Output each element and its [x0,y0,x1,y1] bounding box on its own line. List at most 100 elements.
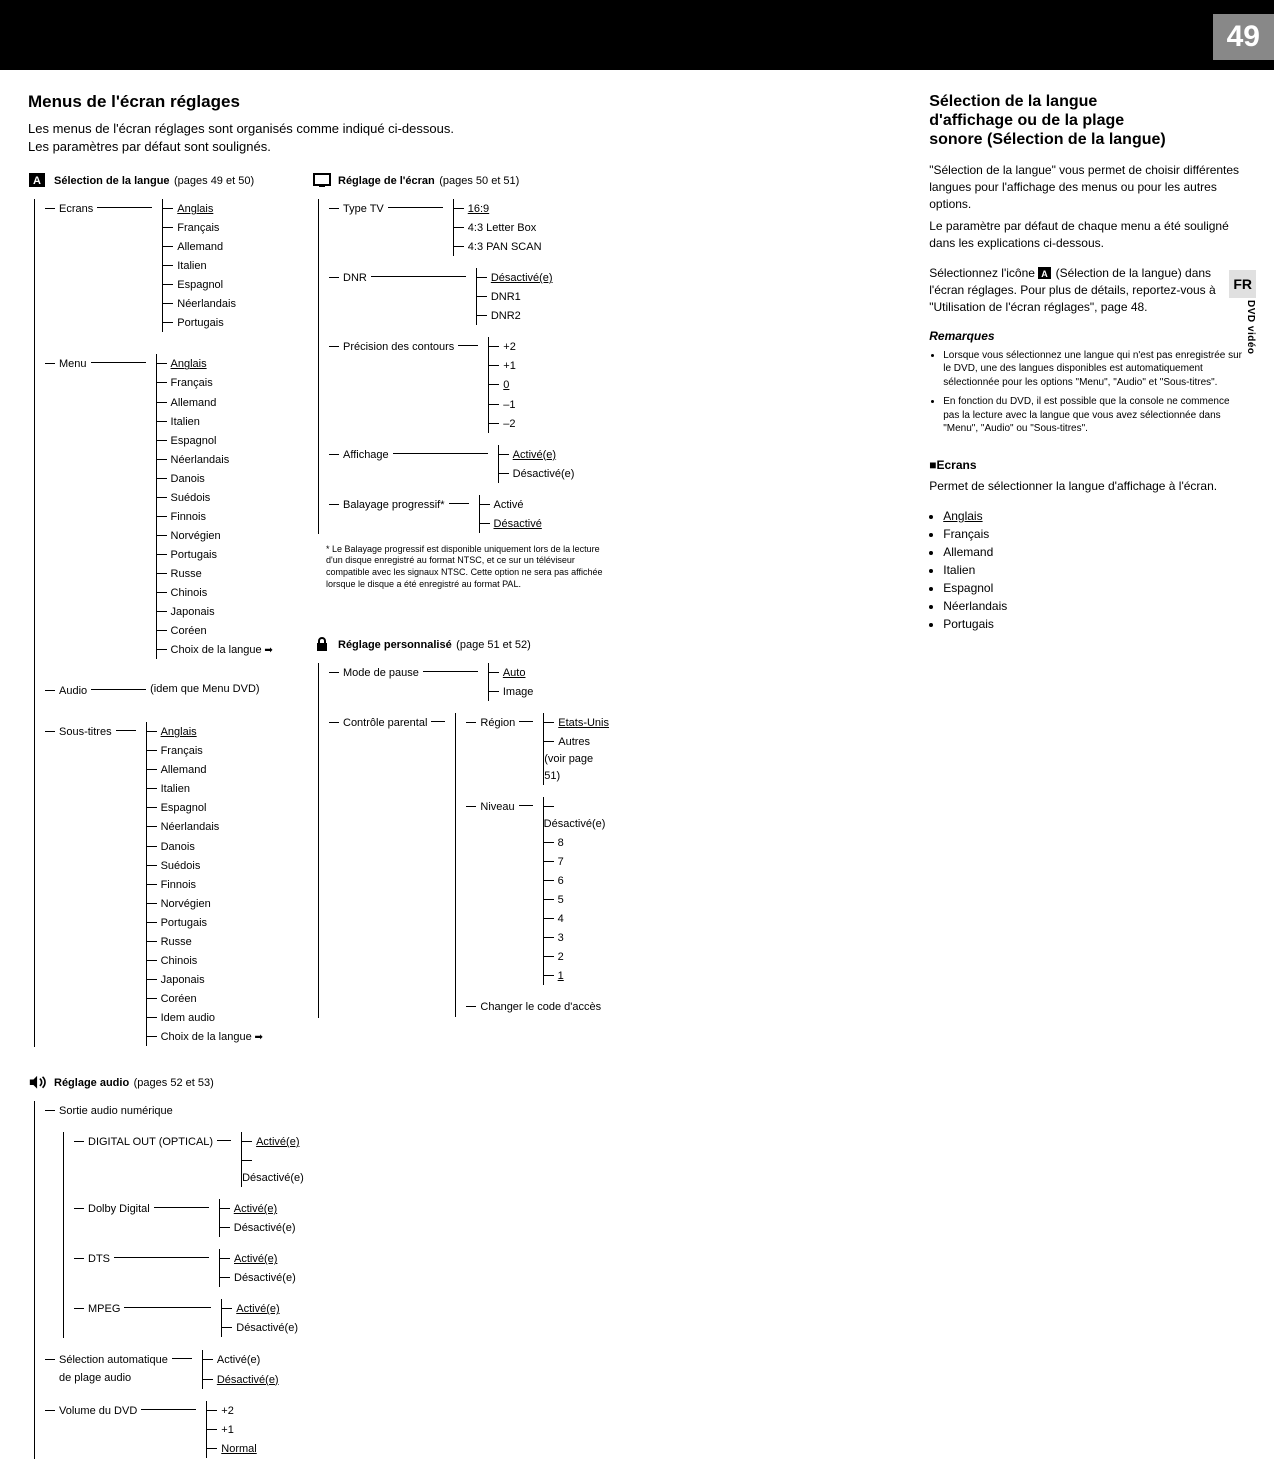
ecrans-heading: Ecrans [929,458,1246,472]
option-item: +2 [489,337,516,356]
mpeg-options: Activé(e)Désactivé(e) [221,1299,298,1337]
autoselect-options: Activé(e)Désactivé(e) [202,1350,279,1388]
volume-options: +2+1Normal [206,1401,256,1458]
niveau-label: Niveau [466,797,514,816]
page-number: 49 [1213,14,1274,60]
ecrans-lang-item: Anglais [943,507,1246,525]
right-p3a: Sélectionnez l'icône [929,266,1038,280]
ecran-section-pages: (pages 50 et 51) [439,175,519,187]
precision-label: Précision des contours [329,337,454,356]
option-item: DNR1 [477,287,553,306]
option-item: Anglais [163,199,236,218]
intro-line: Les menus de l'écran réglages sont organ… [28,120,889,138]
option-item: Néerlandais [147,817,263,836]
section-side-label: DVD vidéo [1245,300,1256,355]
region-options: Etats-UnisAutres (voir page 51) [543,713,610,785]
option-item: Désactivé [480,514,542,533]
option-item: Portugais [147,913,263,932]
option-item: Etats-Unis [544,713,610,732]
option-item: Idem audio [147,1008,263,1027]
option-item: 8 [544,833,610,852]
option-item: Activé(e) [499,445,575,464]
option-item: 4 [544,909,610,928]
option-item: Normal [207,1439,256,1458]
subtitles-label: Sous-titres [45,722,112,741]
option-item: Portugais [157,545,273,564]
perso-section-title: Réglage personnalisé [338,639,452,651]
right-p2: Le paramètre par défaut de chaque menu a… [929,218,1246,253]
option-item: Désactivé(e) [203,1370,279,1389]
audio-section-title: Réglage audio [54,1077,129,1089]
ecrans-options: AnglaisFrançaisAllemandItalienEspagnolNé… [162,199,236,332]
option-item: Désactivé(e) [220,1268,296,1287]
option-item: 3 [544,928,610,947]
menu-options: AnglaisFrançaisAllemandItalienEspagnolNé… [156,354,273,659]
option-item: 1 [544,966,610,985]
option-item: Japonais [147,970,263,989]
balayage-label: Balayage progressif* [329,495,445,514]
option-item: 7 [544,852,610,871]
language-section-icon: A [28,171,48,189]
option-item: Activé(e) [242,1132,304,1151]
dnr-label: DNR [329,268,367,287]
option-item: Désactivé(e) [220,1218,296,1237]
option-item: Français [157,373,273,392]
option-item: Russe [147,932,263,951]
option-item: DNR2 [477,306,553,325]
langue-section-title: Sélection de la langue [54,175,170,187]
volume-label: Volume du DVD [45,1401,137,1420]
intro-line: Les paramètres par défaut sont soulignés… [28,138,889,156]
sortie-label: Sortie audio numérique [45,1101,173,1120]
ecrans-lang-item: Français [943,525,1246,543]
header-bar [0,0,1274,70]
option-item: Allemand [163,237,236,256]
page-title: Menus de l'écran réglages [28,92,889,112]
remarques-heading: Remarques [929,329,1246,343]
digital-out-label: DIGITAL OUT (OPTICAL) [74,1132,213,1151]
option-item: 16:9 [454,199,542,218]
option-item: Désactivé(e) [499,464,575,483]
pause-options: AutoImage [488,663,534,701]
type-tv-label: Type TV [329,199,384,218]
ecrans-desc: Permet de sélectionner la langue d'affic… [929,478,1246,495]
option-item: Allemand [157,393,273,412]
mpeg-label: MPEG [74,1299,120,1318]
option-item: Désactivé(e) [222,1318,298,1337]
audio-value: (idem que Menu DVD) [150,681,259,698]
option-item: Coréen [147,989,263,1008]
option-item: Anglais [147,722,263,741]
dts-options: Activé(e)Désactivé(e) [219,1249,296,1287]
changer-code: Changer le code d'accès [466,997,601,1016]
option-item: Russe [157,564,273,583]
option-item: –2 [489,414,516,433]
option-item: +1 [489,356,516,375]
niveau-options: Désactivé(e)87654321 [543,797,610,985]
option-item: Désactivé(e) [544,797,610,833]
parental-label: Contrôle parental [329,713,427,732]
option-item: Norvégien [147,894,263,913]
option-item: 6 [544,871,610,890]
ecrans-label: Ecrans [45,199,93,218]
option-item: +1 [207,1420,256,1439]
option-item: Auto [489,663,534,682]
option-item: Néerlandais [157,450,273,469]
option-item: Coréen [157,621,273,640]
option-item: Néerlandais [163,294,236,313]
remarque-item: Lorsque vous sélectionnez une langue qui… [943,349,1246,390]
digital-out-options: Activé(e)Désactivé(e) [241,1132,304,1187]
subtitles-options: AnglaisFrançaisAllemandItalienEspagnolNé… [146,722,263,1046]
svg-text:A: A [33,175,41,187]
pause-label: Mode de pause [329,663,419,682]
right-heading-l3: sonore (Sélection de la langue) [929,131,1166,148]
option-item: Espagnol [163,275,236,294]
dolby-options: Activé(e)Désactivé(e) [219,1199,296,1237]
option-item: Choix de la langue [157,640,273,659]
option-item: Allemand [147,760,263,779]
option-item: Japonais [157,602,273,621]
option-item: Danois [157,469,273,488]
balayage-options: ActivéDésactivé [479,495,542,533]
option-item: Espagnol [147,798,263,817]
balayage-footnote: Le Balayage progressif est disponible un… [326,544,610,591]
ecrans-lang-item: Espagnol [943,579,1246,597]
svg-text:A: A [1042,269,1049,279]
